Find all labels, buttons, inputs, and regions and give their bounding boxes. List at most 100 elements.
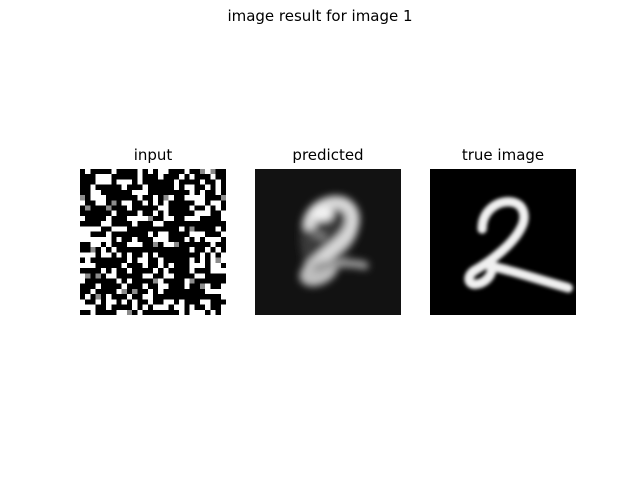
input-pixel	[106, 215, 112, 222]
input-pixel	[210, 309, 216, 315]
input-pixel	[147, 273, 153, 279]
input-pixel	[163, 169, 169, 175]
input-pixel	[189, 184, 195, 190]
input-pixel	[220, 215, 226, 222]
input-pixel	[90, 252, 96, 258]
input-pixel	[111, 299, 117, 305]
input-pixel	[210, 288, 216, 295]
input-pixel	[163, 215, 169, 222]
input-pixel	[189, 189, 195, 196]
input-pixel	[142, 304, 148, 310]
input-pixel	[121, 299, 127, 305]
input-pixel	[132, 221, 138, 227]
input-pixel	[205, 288, 211, 295]
input-pixel	[163, 299, 169, 305]
input-pixel	[168, 215, 174, 222]
input-pixel	[189, 195, 195, 201]
input-pixel	[147, 288, 153, 295]
input-pixel	[194, 309, 200, 315]
input-pixel	[106, 294, 112, 300]
input-pixel	[142, 215, 148, 222]
input-pixel	[199, 309, 206, 315]
input-pixel	[189, 257, 195, 263]
input-pixel	[132, 288, 138, 295]
input-pixel	[142, 257, 148, 263]
input-pixel	[100, 247, 107, 253]
input-pixel	[205, 236, 211, 242]
input-pixel	[142, 200, 148, 206]
input-pixel	[90, 195, 96, 201]
input-pixel	[205, 304, 211, 310]
input-pixel	[116, 288, 122, 295]
input-pixel	[158, 231, 164, 237]
input-pixel	[153, 242, 159, 248]
input-pixel	[194, 273, 200, 279]
input-pixel	[199, 257, 206, 263]
input-pixel	[153, 252, 159, 258]
input-pixel	[199, 200, 206, 206]
input-pixel	[126, 278, 133, 284]
input-pixel	[215, 257, 221, 263]
input-pixel	[85, 273, 91, 279]
input-pixel	[116, 278, 122, 284]
input-pixel	[210, 268, 216, 274]
input-pixel	[168, 273, 174, 279]
input-pixel	[215, 268, 221, 274]
input-pixel	[85, 262, 91, 269]
input-pixel	[95, 273, 101, 279]
input-pixel	[220, 231, 226, 237]
input-pixel	[111, 200, 117, 206]
input-pixel	[90, 262, 96, 269]
input-pixel	[205, 283, 211, 289]
input-pixel	[194, 215, 200, 222]
input-pixel	[90, 309, 96, 315]
input-pixel	[95, 242, 101, 248]
input-pixel	[80, 215, 86, 222]
input-pixel	[173, 242, 180, 248]
input-pixel	[121, 184, 127, 190]
input-pixel	[194, 195, 200, 201]
input-pixel	[90, 236, 96, 242]
input-pixel	[142, 184, 148, 190]
input-pixel	[121, 283, 127, 289]
input-pixel	[210, 242, 216, 248]
input-pixel	[90, 288, 96, 295]
input-pixel	[194, 231, 200, 237]
input-pixel	[111, 247, 117, 253]
input-pixel	[121, 179, 127, 185]
input-pixel	[153, 195, 159, 201]
input-pixel	[147, 215, 153, 222]
input-pixel	[85, 169, 91, 175]
input-panel-title: input	[133, 146, 173, 164]
input-pixel	[147, 169, 153, 175]
input-pixel	[85, 231, 91, 237]
input-pixel	[173, 304, 180, 310]
input-pixel	[95, 226, 101, 232]
input-pixel	[100, 252, 107, 258]
input-pixel	[215, 288, 221, 295]
input-pixel	[220, 268, 226, 274]
input-pixel	[153, 221, 159, 227]
input-pixel	[163, 210, 169, 216]
input-pixel	[179, 226, 185, 232]
input-pixel	[137, 210, 143, 216]
input-pixel	[179, 299, 185, 305]
input-pixel	[121, 262, 127, 269]
input-pixel	[137, 195, 143, 201]
input-pixel	[189, 278, 195, 284]
input-pixel	[153, 304, 159, 310]
input-pixel	[194, 200, 200, 206]
input-pixel	[111, 210, 117, 216]
input-pixel	[100, 200, 107, 206]
input-pixel	[199, 179, 206, 185]
input-pixel	[215, 184, 221, 190]
input-pixel	[220, 304, 226, 310]
input-pixel	[179, 174, 185, 180]
input-pixel	[147, 231, 153, 237]
input-pixel	[95, 200, 101, 206]
input-pixel	[184, 283, 190, 289]
input-pixel	[210, 257, 216, 263]
input-pixel	[220, 309, 226, 315]
input-pixel	[168, 195, 174, 201]
input-pixel	[142, 283, 148, 289]
